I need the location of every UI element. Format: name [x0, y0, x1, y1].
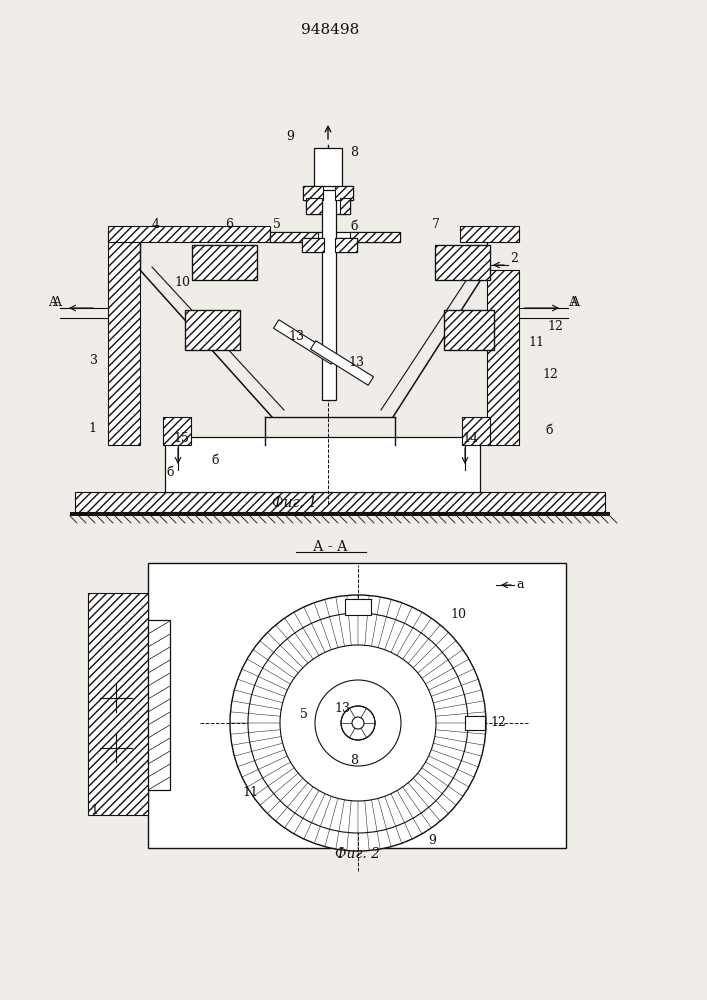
Circle shape	[315, 680, 401, 766]
Bar	[185, 310, 240, 350]
Text: 9: 9	[428, 834, 436, 848]
Bar	[322, 190, 336, 400]
Text: 11: 11	[528, 336, 544, 350]
Text: б: б	[166, 466, 174, 479]
Circle shape	[280, 645, 436, 801]
Text: 12: 12	[542, 368, 558, 381]
Text: A: A	[52, 296, 61, 308]
Text: 8: 8	[350, 145, 358, 158]
Bar	[148, 563, 566, 848]
Bar	[444, 310, 494, 350]
Text: 14: 14	[462, 432, 478, 444]
Bar	[462, 417, 490, 445]
Bar	[108, 226, 270, 242]
Text: 13: 13	[334, 702, 350, 716]
Bar	[314, 148, 342, 190]
Text: Фиг. 2: Фиг. 2	[336, 847, 380, 861]
Text: 4: 4	[152, 218, 160, 231]
Bar	[303, 186, 353, 200]
Bar	[465, 716, 485, 730]
Circle shape	[230, 595, 486, 851]
Text: 11: 11	[242, 786, 258, 800]
Bar	[335, 186, 353, 200]
Text: 3: 3	[90, 354, 98, 366]
Bar	[335, 238, 357, 252]
Bar	[192, 245, 257, 280]
Circle shape	[352, 717, 364, 729]
Bar	[444, 310, 494, 350]
Text: a: a	[516, 578, 523, 591]
Text: б: б	[545, 424, 552, 436]
Text: 13: 13	[288, 330, 304, 344]
Text: 12: 12	[490, 716, 506, 730]
Text: A: A	[568, 296, 577, 308]
Bar	[487, 270, 519, 445]
Text: 8: 8	[350, 754, 358, 766]
Bar	[270, 232, 318, 242]
Bar	[306, 198, 350, 214]
Text: 10: 10	[450, 608, 466, 621]
Bar	[192, 245, 257, 280]
Text: 7: 7	[432, 218, 440, 231]
Text: 1: 1	[90, 804, 98, 816]
Bar	[435, 245, 490, 280]
Text: 2: 2	[510, 251, 518, 264]
Bar	[163, 417, 191, 445]
Bar	[303, 186, 323, 200]
Bar	[350, 232, 400, 242]
Text: 948498: 948498	[301, 23, 359, 37]
Bar	[302, 238, 324, 252]
Text: 10: 10	[174, 275, 190, 288]
Bar	[165, 437, 480, 492]
Bar	[108, 230, 140, 445]
Text: 9: 9	[286, 129, 294, 142]
Text: 15: 15	[173, 432, 189, 446]
Text: 12: 12	[547, 320, 563, 334]
Polygon shape	[274, 320, 337, 364]
Circle shape	[341, 706, 375, 740]
Bar	[70, 512, 610, 516]
Bar	[88, 593, 148, 815]
Text: б: б	[350, 221, 358, 233]
Bar	[302, 238, 357, 252]
Text: A: A	[570, 296, 579, 308]
Text: 5: 5	[273, 218, 281, 231]
Text: A: A	[48, 296, 57, 308]
Text: 13: 13	[348, 356, 364, 368]
Text: А - А: А - А	[312, 540, 347, 554]
Text: 5: 5	[300, 708, 308, 722]
Bar	[345, 599, 371, 615]
Bar	[435, 245, 490, 280]
Polygon shape	[310, 341, 373, 385]
Text: Фиг. 1: Фиг. 1	[272, 496, 317, 510]
Bar	[148, 620, 170, 790]
Bar	[460, 226, 519, 242]
Bar	[185, 310, 240, 350]
Circle shape	[248, 613, 468, 833]
Bar	[270, 232, 400, 242]
Bar	[340, 198, 350, 214]
Text: б: б	[211, 454, 218, 466]
Text: 1: 1	[88, 422, 96, 434]
Bar	[306, 198, 322, 214]
Bar	[75, 492, 605, 512]
Text: 6: 6	[225, 218, 233, 231]
